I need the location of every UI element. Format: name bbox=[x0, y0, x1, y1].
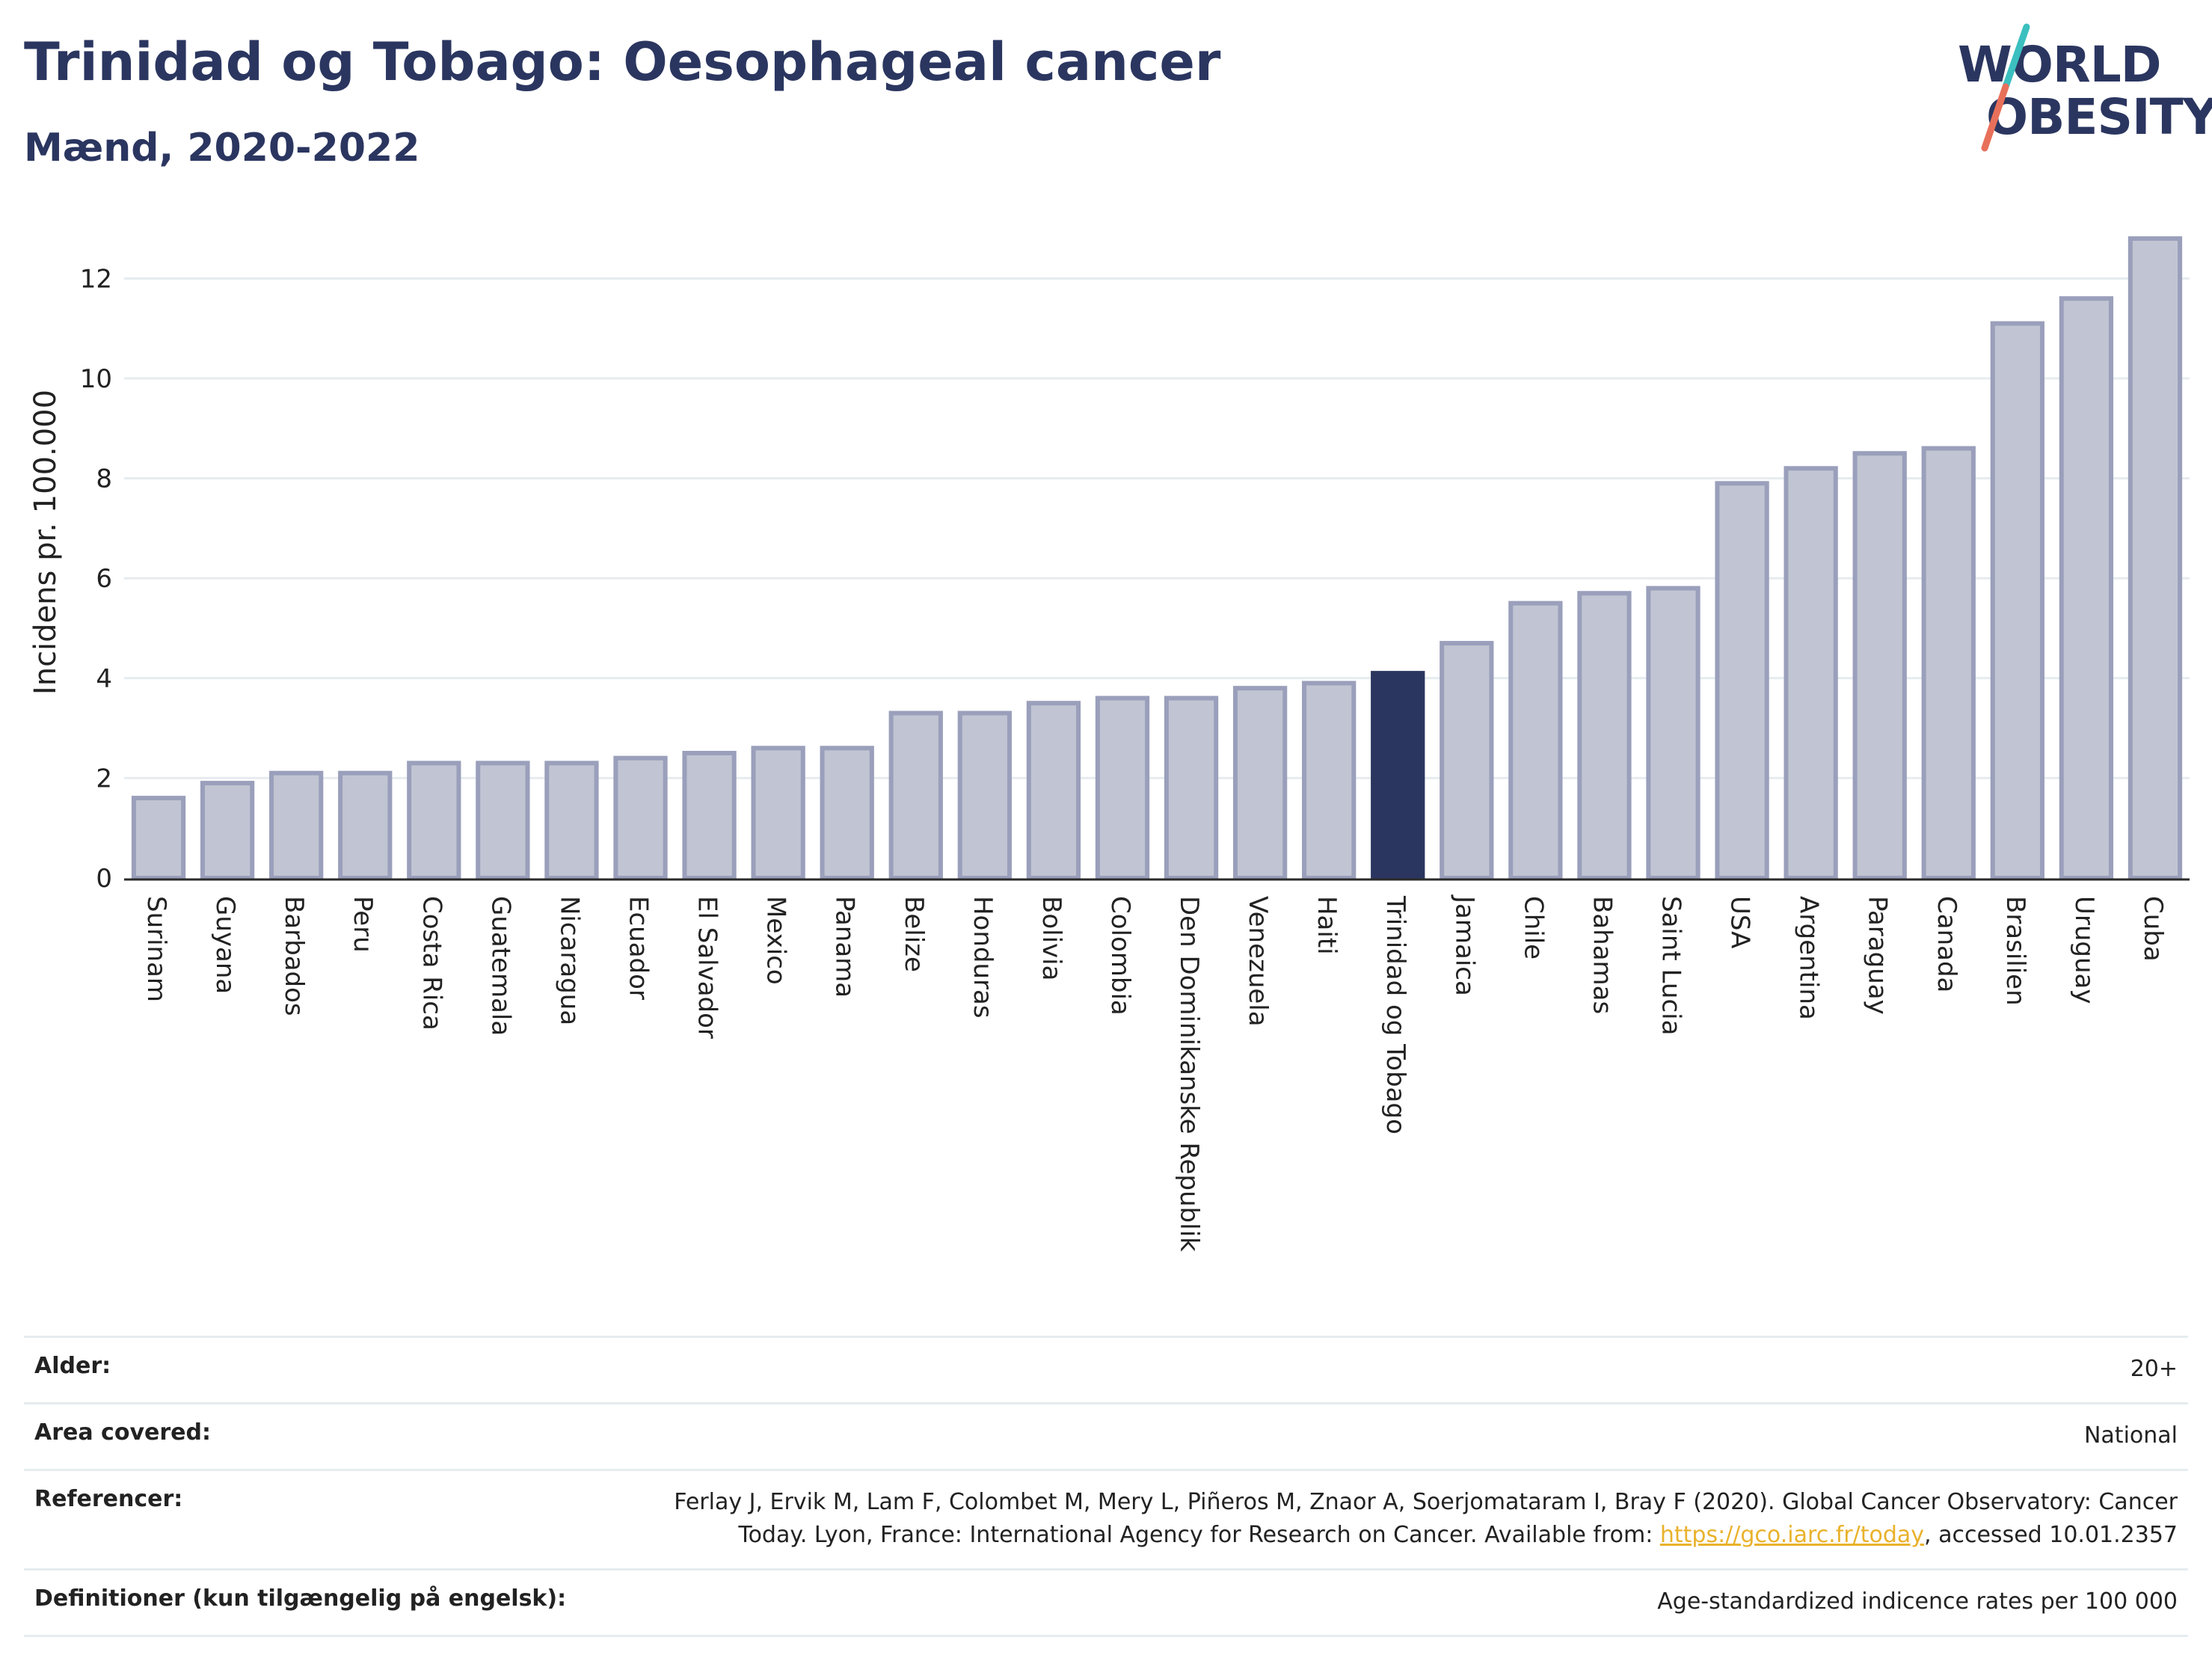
x-tick-label: Bahamas bbox=[1587, 896, 1617, 1014]
bar bbox=[407, 761, 461, 880]
x-tick-label: Barbados bbox=[279, 896, 309, 1016]
logo-line2: OBESITY bbox=[1986, 88, 2212, 146]
bar bbox=[1577, 591, 1632, 880]
age-label: Alder: bbox=[34, 1353, 111, 1379]
x-tick-label: USA bbox=[1725, 896, 1755, 948]
x-tick-label: Honduras bbox=[968, 896, 998, 1019]
x-tick-label: Saint Lucia bbox=[1656, 896, 1686, 1035]
bar bbox=[613, 755, 668, 880]
chart-footer: Alder: 20+ Area covered: National Refere… bbox=[24, 1336, 2188, 1637]
y-tick-label: 10 bbox=[80, 364, 112, 394]
x-tick-label: Canada bbox=[1932, 896, 1961, 992]
footer-row-references: Referencer: Ferlay J, Ervik M, Lam F, Co… bbox=[24, 1469, 2188, 1568]
bar bbox=[476, 761, 530, 880]
x-tick-label: Venezuela bbox=[1243, 896, 1273, 1027]
area-label: Area covered: bbox=[34, 1419, 211, 1446]
bar bbox=[888, 710, 943, 880]
bars bbox=[131, 236, 2183, 881]
references-value: Ferlay J, Ervik M, Lam F, Colombet M, Me… bbox=[674, 1486, 2178, 1552]
bar bbox=[544, 761, 599, 880]
bar bbox=[131, 796, 186, 880]
x-tick-label: Bolivia bbox=[1036, 896, 1066, 980]
bar bbox=[338, 770, 393, 880]
x-tick-label: Cuba bbox=[2138, 896, 2168, 962]
x-tick-label: Den Dominikanske Republik bbox=[1174, 896, 1204, 1252]
references-label: Referencer: bbox=[34, 1486, 183, 1512]
bar bbox=[1026, 701, 1081, 881]
x-tick-label: Chile bbox=[1518, 896, 1548, 959]
x-tick-labels: Surinam Guyana Barbados Peru Costa Rica Guate… bbox=[141, 894, 2168, 1252]
x-tick-label: Ecuador bbox=[624, 896, 654, 1000]
chart-title: Trinidad og Tobago: Oesophageal cancer bbox=[24, 31, 1221, 93]
logo-line1: WORLD bbox=[1958, 36, 2162, 93]
footer-row-definitions: Definitioner (kun tilgængelig på engelsk… bbox=[24, 1568, 2188, 1637]
bar bbox=[200, 781, 255, 881]
x-tick-label: Brasilien bbox=[2000, 896, 2030, 1006]
bar bbox=[1646, 586, 1701, 880]
bar bbox=[1164, 696, 1219, 881]
logo-slash-icon bbox=[1981, 23, 2030, 152]
x-tick-label: Guatemala bbox=[485, 896, 515, 1036]
y-tick-labels: 0 2 4 6 8 10 12 bbox=[80, 264, 112, 894]
references-text-line1: Ferlay J, Ervik M, Lam F, Colombet M, Me… bbox=[674, 1489, 2178, 1515]
bar bbox=[1095, 696, 1150, 881]
bar bbox=[1784, 466, 1838, 880]
x-tick-label: Trinidad og Tobago bbox=[1380, 895, 1410, 1134]
x-tick-label: Colombia bbox=[1105, 896, 1135, 1016]
x-tick-label: Uruguay bbox=[2069, 896, 2099, 1004]
x-tick-label: Panama bbox=[830, 896, 860, 998]
x-tick-label: Guyana bbox=[210, 896, 240, 994]
x-tick-label: Paraguay bbox=[1863, 896, 1893, 1015]
x-tick-label: Belize bbox=[899, 896, 929, 972]
x-tick-label: Mexico bbox=[761, 896, 791, 985]
bar bbox=[1715, 481, 1769, 880]
x-tick-label: Surinam bbox=[141, 896, 171, 1002]
bar bbox=[820, 746, 874, 880]
bar bbox=[2059, 296, 2114, 880]
area-value: National bbox=[2083, 1422, 2178, 1449]
grid-lines bbox=[124, 277, 2190, 779]
bar bbox=[1852, 451, 1907, 880]
y-tick-label: 2 bbox=[96, 764, 112, 793]
age-value: 20+ bbox=[2130, 1356, 2178, 1382]
x-tick-label: Jamaica bbox=[1449, 894, 1479, 996]
definitions-label: Definitioner (kun tilgængelig på engelsk… bbox=[34, 1585, 567, 1612]
x-tick-label: Argentina bbox=[1794, 896, 1824, 1020]
bar-highlight bbox=[1371, 671, 1425, 880]
x-tick-label: Nicaragua bbox=[554, 896, 584, 1025]
bar bbox=[751, 746, 805, 880]
chart-subtitle: Mænd, 2020-2022 bbox=[24, 126, 420, 171]
references-link[interactable]: https://gco.iarc.fr/today bbox=[1659, 1522, 1925, 1548]
x-tick-label: Peru bbox=[348, 896, 378, 953]
bar bbox=[1508, 601, 1563, 880]
y-tick-label: 4 bbox=[96, 664, 112, 694]
references-text-line2: Today. Lyon, France: International Agenc… bbox=[738, 1522, 1660, 1548]
bar bbox=[2127, 236, 2183, 880]
y-tick-label: 6 bbox=[96, 564, 112, 594]
x-tick-label: El Salvador bbox=[692, 896, 722, 1039]
world-obesity-logo: WORLD OBESITY bbox=[1952, 21, 2212, 156]
y-tick-label: 8 bbox=[96, 464, 112, 494]
x-tick-label: Haiti bbox=[1312, 896, 1342, 955]
bar bbox=[957, 710, 1012, 880]
x-tick-label: Costa Rica bbox=[417, 896, 446, 1031]
bar-chart: 0 2 4 6 8 10 12 Surinam Guyana Barbados Peru Costa… bbox=[28, 236, 2190, 1252]
y-tick-label: 12 bbox=[80, 264, 112, 294]
bar bbox=[682, 751, 737, 880]
bar bbox=[1990, 321, 2044, 880]
y-tick-label: 0 bbox=[96, 864, 112, 894]
bar bbox=[1302, 681, 1357, 880]
bar bbox=[1232, 686, 1288, 880]
bar bbox=[1440, 641, 1494, 880]
footer-row-area: Area covered: National bbox=[24, 1402, 2188, 1469]
bar bbox=[1921, 446, 1976, 880]
definitions-value: Age-standardized indicence rates per 100… bbox=[1657, 1588, 2178, 1615]
bar bbox=[269, 770, 324, 880]
y-axis-title: Incidens pr. 100.000 bbox=[28, 390, 63, 695]
references-text-line3: , accessed 10.01.2357 bbox=[1924, 1522, 2178, 1548]
footer-row-age: Alder: 20+ bbox=[24, 1336, 2188, 1402]
